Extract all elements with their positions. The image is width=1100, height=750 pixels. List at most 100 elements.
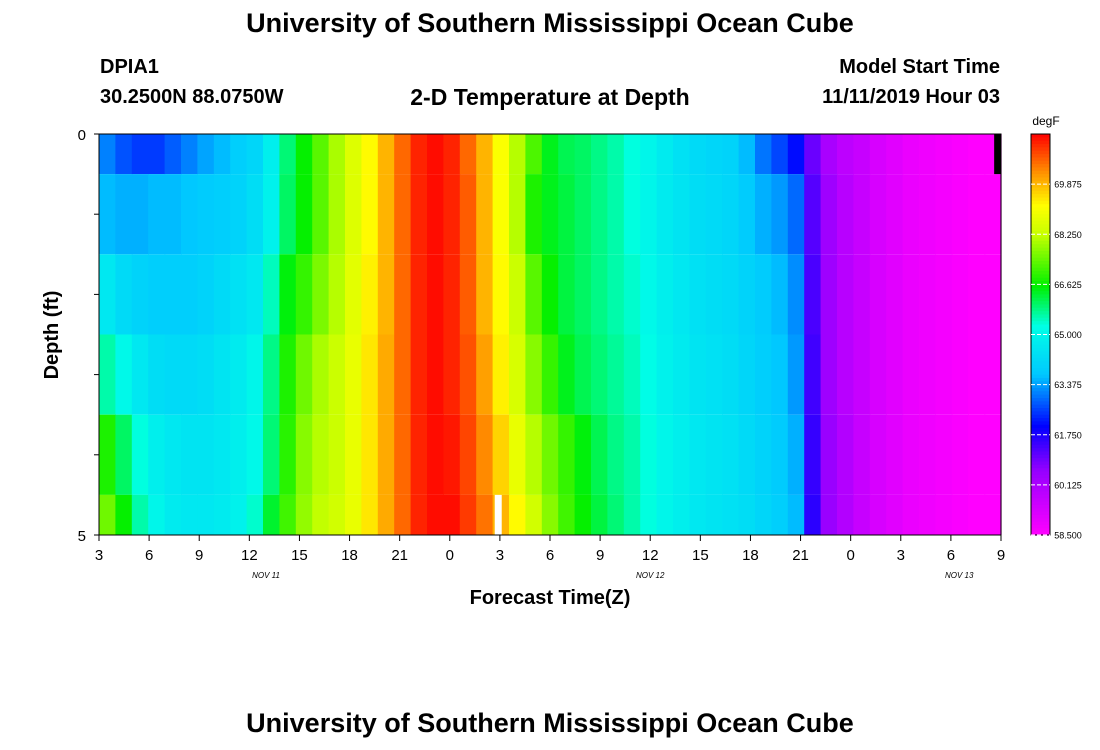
heatmap-cell (984, 334, 1002, 415)
heatmap-cell (574, 254, 592, 335)
heatmap-cell (213, 134, 231, 175)
heatmap-cell (148, 254, 166, 335)
x-tick-label: 3 (496, 547, 504, 564)
colorbar-swatch (1031, 357, 1050, 362)
heatmap-cell (181, 254, 198, 335)
colorbar-swatch (1031, 260, 1050, 265)
colorbar-tick-label: 60.125 (1054, 480, 1082, 490)
x-tick-label: 0 (446, 547, 454, 564)
heatmap-cell (673, 334, 690, 415)
colorbar-swatch (1031, 157, 1050, 162)
heatmap-cell (640, 174, 658, 255)
heatmap-cell (295, 334, 313, 415)
heatmap-cell (361, 414, 379, 495)
heatmap-cell (197, 174, 215, 255)
heatmap-cell (427, 174, 444, 255)
heatmap-cell (361, 494, 379, 535)
heatmap-cell (804, 134, 822, 175)
heatmap-cell (558, 134, 576, 175)
y-tick-label: 0 (78, 127, 86, 144)
heatmap-cell (640, 414, 658, 495)
heatmap-cell (755, 334, 772, 415)
heatmap-cell (591, 254, 608, 335)
heatmap-cell (755, 174, 772, 255)
colorbar-swatch (1031, 327, 1050, 332)
heatmap-cell (394, 414, 412, 495)
heatmap-cell (459, 414, 477, 495)
heatmap-cell (230, 174, 248, 255)
heatmap-cell (689, 334, 707, 415)
colorbar-swatch (1031, 361, 1050, 366)
colorbar-swatch (1031, 207, 1050, 212)
colorbar-swatch (1031, 214, 1050, 219)
colorbar-swatch (1031, 167, 1050, 172)
heatmap-cell (984, 494, 1002, 535)
x-tick-label: 15 (692, 547, 709, 564)
heatmap-cell (869, 334, 887, 415)
x-tick-label: 12 (241, 547, 258, 564)
heatmap-cell (968, 134, 986, 175)
colorbar-swatch (1031, 354, 1050, 359)
heatmap-cell (820, 494, 838, 535)
heatmap-cell (738, 494, 756, 535)
heatmap-cell (755, 494, 772, 535)
heatmap-cell (525, 254, 543, 335)
x-tick-label: 15 (291, 547, 308, 564)
heatmap-cell (263, 494, 280, 535)
heatmap-cell (148, 414, 166, 495)
colorbar-swatch (1031, 444, 1050, 449)
heatmap-cell (541, 134, 559, 175)
heatmap-cell (509, 494, 526, 535)
heatmap-cell (919, 174, 936, 255)
colorbar-swatch (1031, 384, 1050, 389)
heatmap-cell (919, 254, 936, 335)
heatmap-markers (494, 134, 1002, 535)
heatmap-cell (935, 414, 953, 495)
heatmap-cell (164, 174, 182, 255)
heatmap-cell (279, 134, 297, 175)
heatmap-cell (377, 174, 395, 255)
colorbar-swatch (1031, 321, 1050, 326)
heatmap-cell (591, 494, 608, 535)
heatmap-cell (181, 494, 198, 535)
heatmap-cell (541, 254, 559, 335)
heatmap-cell (689, 254, 707, 335)
colorbar-swatch (1031, 488, 1050, 493)
colorbar-swatch (1031, 474, 1050, 479)
x-tick-label: 21 (792, 547, 809, 564)
heatmap-cell (771, 254, 789, 335)
x-tick-label: 6 (947, 547, 955, 564)
heatmap-cell (361, 254, 379, 335)
heatmap-cell (787, 414, 805, 495)
heatmap-cell (951, 414, 969, 495)
heatmap-cell (574, 414, 592, 495)
heatmap-cell (886, 494, 904, 535)
heatmap-cell (558, 334, 576, 415)
heatmap-cell (656, 254, 674, 335)
heatmap-cell (853, 134, 871, 175)
heatmap-cell (869, 174, 887, 255)
heatmap-cell (115, 254, 133, 335)
heatmap-cell (99, 134, 116, 175)
colorbar-tick-label: 66.625 (1054, 280, 1082, 290)
heatmap-cell (476, 174, 494, 255)
heatmap-cell (197, 134, 215, 175)
heatmap-cell (640, 134, 658, 175)
heatmap-cell (509, 134, 526, 175)
heatmap-cell (115, 494, 133, 535)
heatmap-cell (968, 414, 986, 495)
heatmap-cell (755, 414, 772, 495)
colorbar-tick-label: 61.750 (1054, 430, 1082, 440)
heatmap-cell (804, 334, 822, 415)
colorbar-tick-label: 58.500 (1054, 531, 1082, 541)
heatmap-cell (263, 254, 280, 335)
heatmap-marker (494, 494, 502, 535)
colorbar-swatch (1031, 418, 1050, 422)
heatmap-cell (328, 414, 346, 495)
heatmap-cell (705, 254, 723, 335)
heatmap-cell (459, 334, 477, 415)
heatmap-cell (279, 254, 297, 335)
colorbar-swatch (1031, 184, 1050, 189)
heatmap-cell (541, 174, 559, 255)
heatmap-cell (148, 334, 166, 415)
